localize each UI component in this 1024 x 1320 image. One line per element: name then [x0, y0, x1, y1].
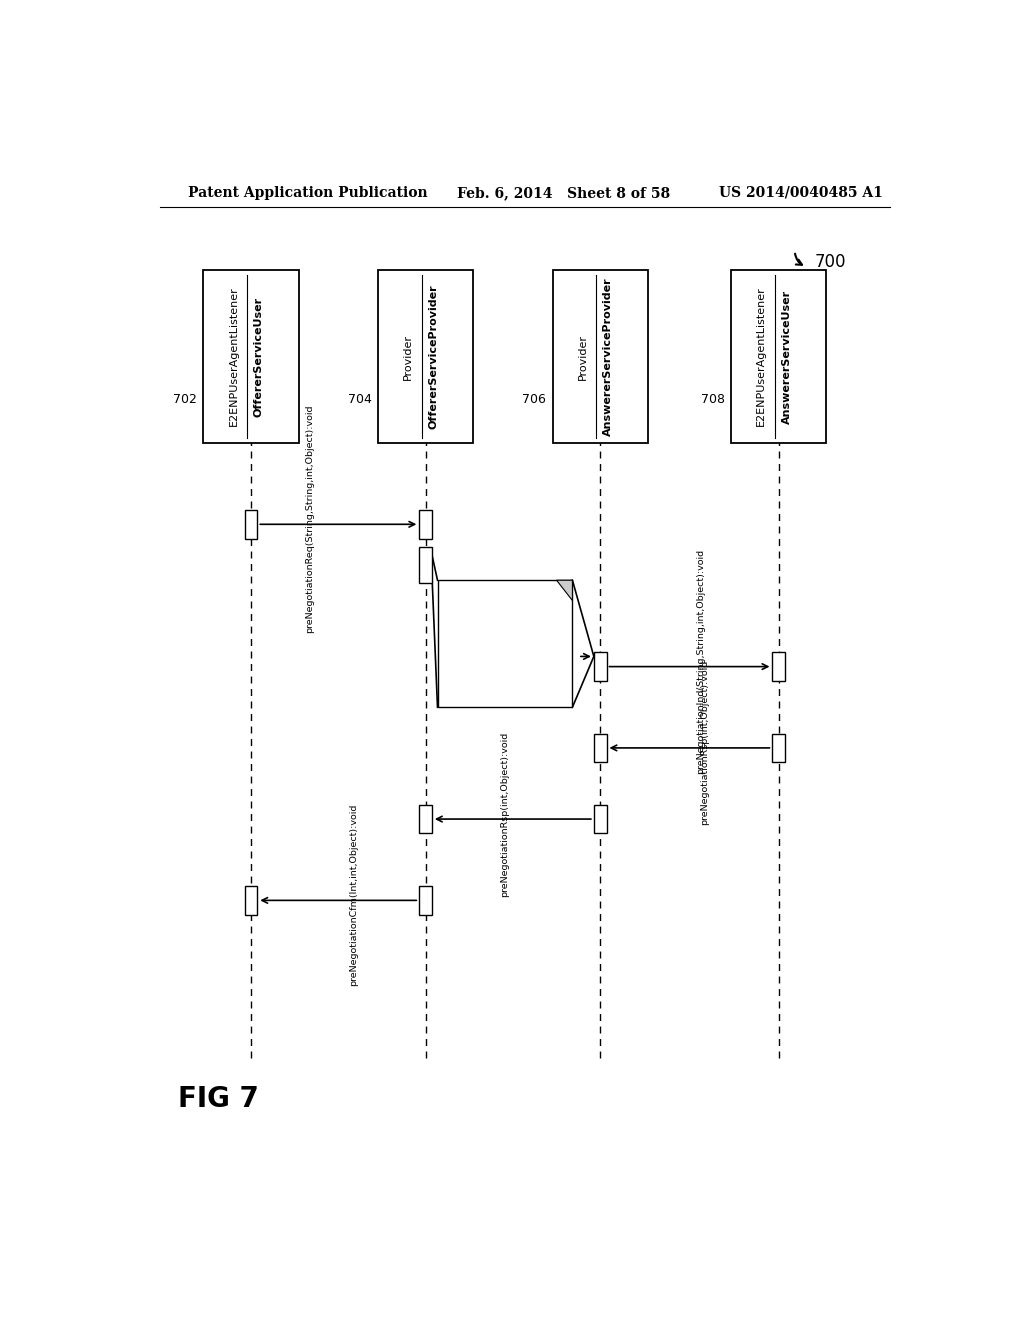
Text: FIG 7: FIG 7	[178, 1085, 259, 1113]
Text: E2ENPUserAgentListener: E2ENPUserAgentListener	[757, 286, 766, 426]
Text: US 2014/0040485 A1: US 2014/0040485 A1	[719, 186, 883, 199]
Bar	[419, 510, 432, 539]
Text: 702: 702	[173, 393, 197, 407]
Text: Patent Application Publication: Patent Application Publication	[187, 186, 427, 199]
Bar	[419, 886, 432, 915]
Text: OffererServiceUser: OffererServiceUser	[254, 297, 264, 417]
Text: 708: 708	[700, 393, 725, 407]
Bar	[772, 652, 785, 681]
Bar	[731, 271, 826, 444]
Bar	[594, 734, 606, 762]
Bar	[245, 510, 257, 539]
Bar	[204, 271, 299, 444]
Text: 700: 700	[814, 253, 846, 271]
Text: AnswererServiceProvider: AnswererServiceProvider	[603, 277, 613, 436]
Text: 704: 704	[348, 393, 372, 407]
Text: Feb. 6, 2014   Sheet 8 of 58: Feb. 6, 2014 Sheet 8 of 58	[458, 186, 671, 199]
Bar	[594, 805, 606, 833]
Text: preNegotiationCfm(Int,int,Object):void: preNegotiationCfm(Int,int,Object):void	[349, 804, 358, 986]
Bar	[419, 546, 432, 583]
Text: OffererServiceProvider: OffererServiceProvider	[428, 284, 438, 429]
Text: Session Protocol: Session Protocol	[455, 607, 540, 616]
Text: E2ENPUserAgentListener: E2ENPUserAgentListener	[228, 286, 239, 426]
Bar	[772, 734, 785, 762]
Bar	[419, 805, 432, 833]
Text: preNegotiationRsp(int,Object):void: preNegotiationRsp(int,Object):void	[700, 660, 710, 825]
Text: preNegotiationInd(String,String,int,Object):void: preNegotiationInd(String,String,int,Obje…	[696, 549, 706, 774]
Text: preNegotiationReq(String,String,int,Object):void: preNegotiationReq(String,String,int,Obje…	[305, 405, 314, 634]
Text: Provider: Provider	[578, 334, 588, 380]
Text: AnswererServiceUser: AnswererServiceUser	[781, 289, 792, 424]
Text: PDUs (e.g. SIP: PDUs (e.g. SIP	[461, 642, 534, 651]
Text: preNegotiationRsp(int,Object):void: preNegotiationRsp(int,Object):void	[500, 731, 509, 896]
Polygon shape	[557, 581, 572, 601]
Bar	[378, 271, 473, 444]
Text: 706: 706	[522, 393, 546, 407]
Bar	[553, 271, 648, 444]
Bar	[594, 652, 606, 681]
Text: MESSAGE Method): MESSAGE Method)	[449, 675, 545, 684]
Bar	[437, 581, 572, 708]
Bar	[245, 886, 257, 915]
Text: Provider: Provider	[403, 334, 413, 380]
